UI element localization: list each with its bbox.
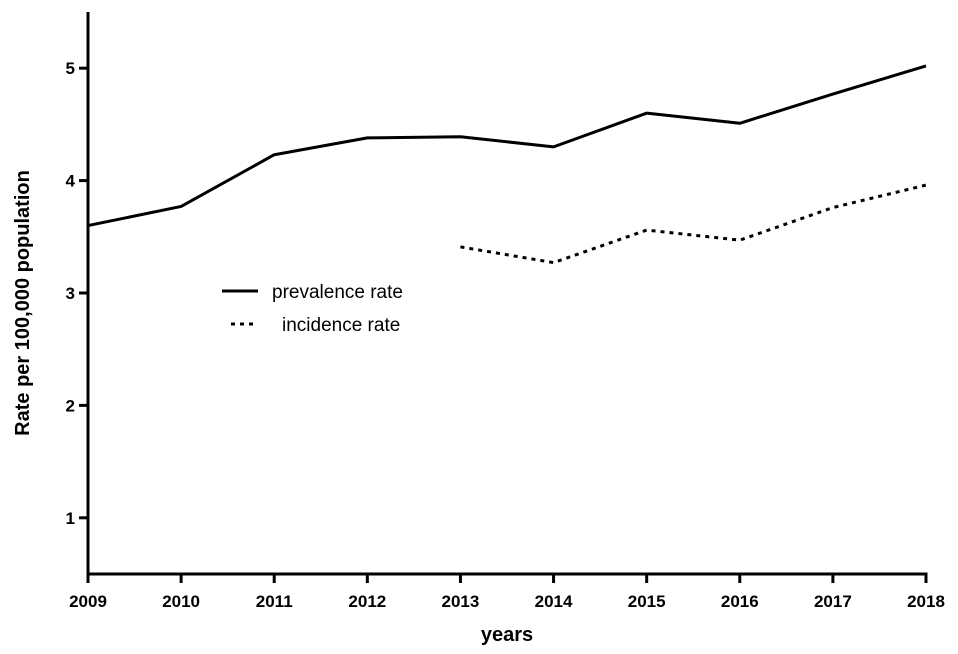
x-tick-label: 2009 — [69, 592, 107, 611]
x-tick-label: 2011 — [256, 592, 293, 611]
x-tick-label: 2012 — [348, 592, 386, 611]
x-tick-label: 2013 — [442, 592, 480, 611]
x-tick-label: 2014 — [535, 592, 573, 611]
x-tick-label: 2017 — [814, 592, 852, 611]
x-tick-label: 2015 — [628, 592, 666, 611]
x-tick-label: 2018 — [907, 592, 945, 611]
y-tick-label: 5 — [66, 59, 75, 78]
x-tick-label: 2010 — [162, 592, 200, 611]
y-axis-title: Rate per 100,000 population — [12, 170, 34, 436]
legend-label: prevalence rate — [272, 282, 403, 303]
legend-label: incidence rate — [282, 315, 400, 336]
axes — [86, 12, 928, 576]
y-axis-ticks: 1 2 3 4 5 — [66, 59, 88, 528]
y-tick-label: 1 — [66, 509, 75, 528]
series-layer — [87, 64, 927, 265]
x-tick-label: 2016 — [721, 592, 759, 611]
y-tick-label: 2 — [66, 396, 75, 415]
y-tick-label: 3 — [66, 284, 75, 303]
x-axis-ticks: 2009 2010 2011 2012 2013 2014 2015 2016 2017 2018 — [69, 574, 945, 611]
x-axis-title: years — [481, 624, 533, 646]
legend: prevalence rate incidence rate — [222, 282, 403, 336]
y-tick-label: 4 — [66, 172, 76, 191]
incidence-rate-line — [460, 183, 927, 265]
prevalence-rate-line — [87, 64, 927, 228]
